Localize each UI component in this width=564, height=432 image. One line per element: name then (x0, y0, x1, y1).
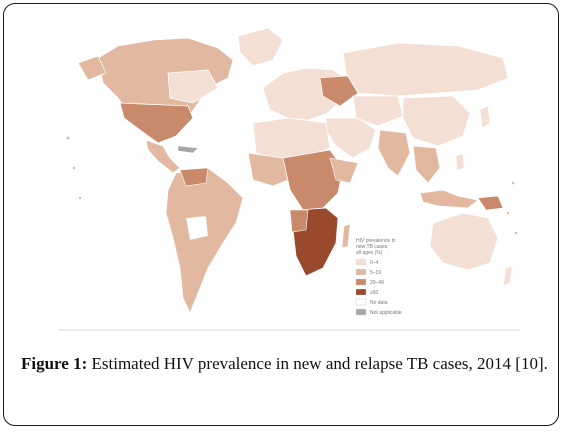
region-central-asia (352, 95, 404, 127)
region-ukraine-russia-west (319, 75, 359, 107)
legend-title-line-2: new TB cases, (356, 244, 389, 250)
region-indonesia (419, 189, 479, 209)
region-philippines (455, 153, 465, 171)
region-china (402, 95, 471, 147)
region-russia (342, 42, 509, 97)
legend-swatch-2 (355, 278, 367, 286)
legend-swatch-3 (355, 288, 367, 296)
legend-label-1: 5–19 (370, 270, 381, 276)
map-legend: HIV prevalence in new TB cases, all ages… (355, 238, 402, 316)
figure-caption-text: Estimated HIV prevalence in new and rela… (87, 354, 548, 373)
legend-swatch-5 (355, 308, 367, 316)
region-middle-east (325, 117, 377, 159)
world-map: HIV prevalence in new TB cases, all ages… (58, 27, 520, 331)
figure-label: Figure 1: (21, 354, 88, 373)
region-australia (429, 212, 499, 271)
region-west-africa (247, 152, 294, 187)
region-japan (479, 105, 491, 129)
legend-title-line-3: all ages (%) (356, 250, 383, 256)
legend-swatch-4 (355, 298, 367, 306)
region-papua (477, 195, 504, 211)
region-angola (289, 209, 309, 233)
region-madagascar (341, 223, 351, 249)
region-horn-of-africa (329, 157, 359, 184)
figure-caption: Figure 1: Estimated HIV prevalence in ne… (21, 350, 551, 377)
legend-swatch-1 (355, 268, 367, 276)
region-venezuela (179, 167, 209, 187)
pacific-islands (66, 136, 518, 235)
region-india (377, 129, 411, 177)
region-bolivia (185, 215, 209, 241)
region-central-america (145, 139, 181, 174)
figure-frame: HIV prevalence in new TB cases, all ages… (3, 3, 559, 426)
region-usa (119, 102, 194, 144)
region-canada-east (167, 69, 219, 104)
region-south-america (165, 167, 244, 315)
legend-label-2: 20–49 (370, 280, 384, 286)
legend-label-4: No data (370, 300, 388, 306)
region-caribbean (177, 145, 199, 154)
region-new-zealand (502, 265, 513, 287)
legend-swatch-0 (355, 258, 367, 266)
legend-label-3: ≥50 (370, 290, 379, 296)
legend-label-0: 0–4 (370, 260, 379, 266)
region-central-africa (282, 149, 344, 211)
legend-title-line-1: HIV prevalence in (356, 238, 396, 244)
legend-label-5: Not applicable (370, 310, 402, 316)
region-alaska (77, 55, 107, 81)
region-greenland (237, 27, 284, 67)
region-southeast-asia (412, 145, 441, 184)
